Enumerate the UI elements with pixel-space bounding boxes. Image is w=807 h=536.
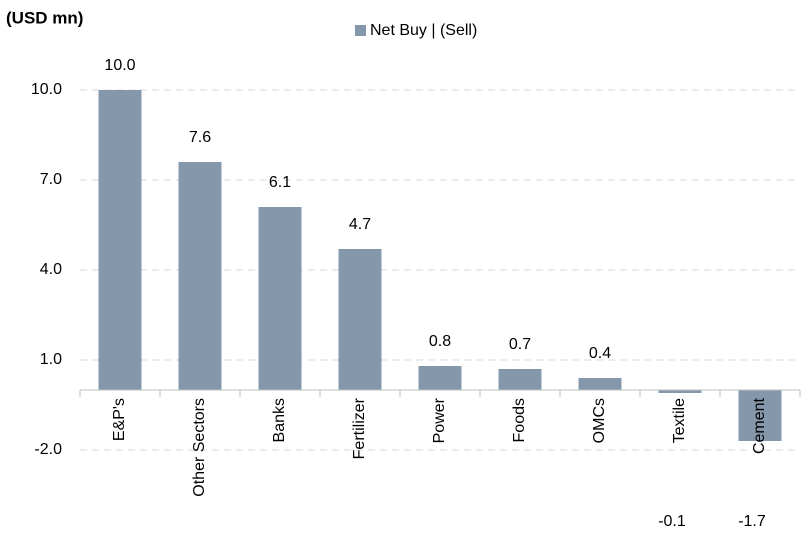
value-label: -1.7 [738,513,766,530]
value-label: 6.1 [269,174,291,191]
value-label: 7.6 [189,129,211,146]
bar [98,90,142,390]
x-tick-label: Other Sectors [191,398,208,497]
value-label: 4.7 [349,216,371,233]
x-tick-label: Power [431,397,448,443]
y-tick-label: -2.0 [34,441,62,458]
bar [258,207,302,390]
value-label: 10.0 [104,57,135,74]
bar [418,366,462,390]
legend-swatch [355,25,366,36]
y-tick-label: 7.0 [40,171,62,188]
value-label: -0.1 [658,513,686,530]
y-tick-label: 1.0 [40,351,62,368]
x-tick-label: OMCs [591,398,608,443]
x-tick-label: Banks [271,398,288,442]
x-tick-label: Fertilizer [351,397,368,459]
x-tick-label: Foods [511,398,528,442]
value-label: 0.4 [589,345,611,362]
bar [738,390,782,441]
value-label: 0.8 [429,333,451,350]
bar [658,390,702,393]
bar [338,249,382,390]
x-tick-label: Textile [671,398,688,443]
x-tick-label: E&P's [111,398,128,441]
y-tick-label: 4.0 [40,261,62,278]
value-label: 0.7 [509,336,531,353]
chart-title: (USD mn) [6,8,83,27]
x-tick-label: Cement [751,397,768,454]
bar [498,369,542,390]
legend-label: Net Buy | (Sell) [370,22,477,39]
y-tick-label: 10.0 [31,81,62,98]
bar [178,162,222,390]
bar [578,378,622,390]
